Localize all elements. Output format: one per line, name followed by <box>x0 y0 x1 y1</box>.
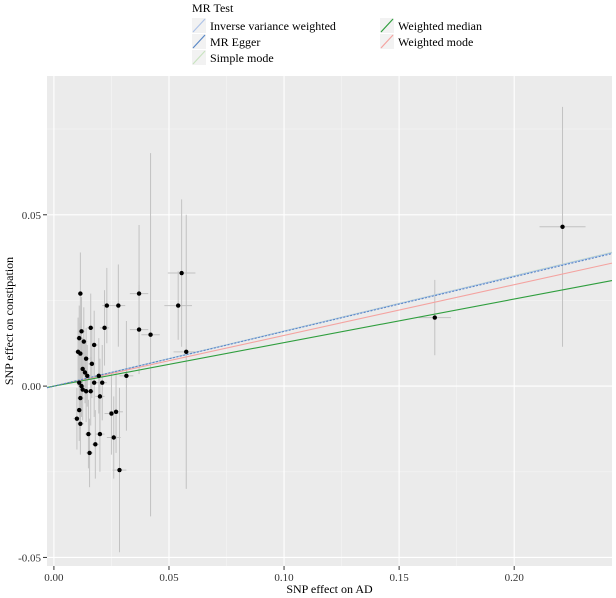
data-point <box>78 421 83 426</box>
data-point <box>86 431 91 437</box>
fit-lines <box>46 251 613 389</box>
data-point <box>432 315 437 320</box>
legend-key-line <box>192 34 206 49</box>
data-point <box>100 380 105 385</box>
x-axis-label: SNP effect on AD <box>286 582 373 596</box>
data-point <box>78 395 83 401</box>
legend-key-line <box>380 34 394 49</box>
data-point <box>184 349 189 355</box>
data-point <box>78 351 83 356</box>
legend-label: MR Egger <box>210 35 260 49</box>
data-point <box>80 387 85 392</box>
legend-label: Weighted mode <box>398 35 473 49</box>
data-point <box>81 339 87 344</box>
data-point <box>77 380 82 385</box>
data-point <box>77 407 82 413</box>
fit-line-weighted-median <box>46 280 613 388</box>
data-point <box>97 431 103 437</box>
y-tick-label: 0.00 <box>22 381 42 393</box>
y-axis-label: SNP effect on constipation <box>2 257 16 385</box>
data-point <box>87 450 92 456</box>
data-point <box>74 416 80 421</box>
data-point <box>97 394 103 399</box>
legend-key-line <box>192 50 206 65</box>
data-point <box>88 325 93 331</box>
data-point <box>124 373 129 379</box>
x-tick-label: 0.15 <box>389 572 409 584</box>
data-point <box>80 366 85 372</box>
data-point <box>91 342 97 348</box>
axes: 0.00 0.05 0.10 0.15 0.20-0.050.000.05 <box>18 210 524 584</box>
data-point <box>175 303 181 308</box>
data-point <box>79 383 84 389</box>
data-point <box>77 335 82 341</box>
data-point <box>93 442 98 447</box>
data-point <box>117 467 122 473</box>
data-point <box>91 380 97 385</box>
legend-key-line <box>192 18 206 33</box>
data-point <box>560 224 565 229</box>
y-tick-label: 0.05 <box>22 210 42 222</box>
data-point <box>96 373 101 379</box>
data-point <box>85 373 90 379</box>
data-point <box>82 370 88 375</box>
data-point <box>79 329 84 334</box>
data-point <box>104 303 110 308</box>
data-point <box>111 435 116 440</box>
data-point <box>89 361 95 367</box>
data-point <box>116 303 121 308</box>
fit-line-weighted-mode <box>46 262 613 389</box>
data-point <box>136 291 142 296</box>
fit-line-inverse-variance-weighted <box>46 252 613 389</box>
gridlines <box>47 76 612 566</box>
data-points <box>74 224 565 473</box>
legend-label: Inverse variance weighted <box>210 19 336 33</box>
x-tick-label: 0.05 <box>159 572 179 584</box>
x-tick-label: 0.20 <box>505 572 525 584</box>
data-point <box>109 411 114 416</box>
plot-panel <box>47 76 612 566</box>
data-point <box>83 389 89 394</box>
legend-title: MR Test <box>192 1 234 15</box>
data-point <box>136 327 142 332</box>
fit-line-mr-egger <box>46 253 613 389</box>
y-tick-label: -0.05 <box>18 552 41 564</box>
data-point <box>83 356 89 361</box>
legend-label: Weighted median <box>398 19 482 33</box>
data-point <box>179 270 184 276</box>
data-point <box>113 409 119 415</box>
x-tick-label: 0.10 <box>274 572 294 584</box>
legend-key-line <box>380 18 394 33</box>
data-point <box>102 325 107 331</box>
data-point <box>78 291 83 296</box>
data-point <box>88 389 93 394</box>
legend-label: Simple mode <box>210 51 274 65</box>
legend: MR Test Inverse variance weighted Weighted… <box>192 1 482 65</box>
x-tick-label: 0.00 <box>44 572 64 584</box>
data-point <box>148 332 153 337</box>
